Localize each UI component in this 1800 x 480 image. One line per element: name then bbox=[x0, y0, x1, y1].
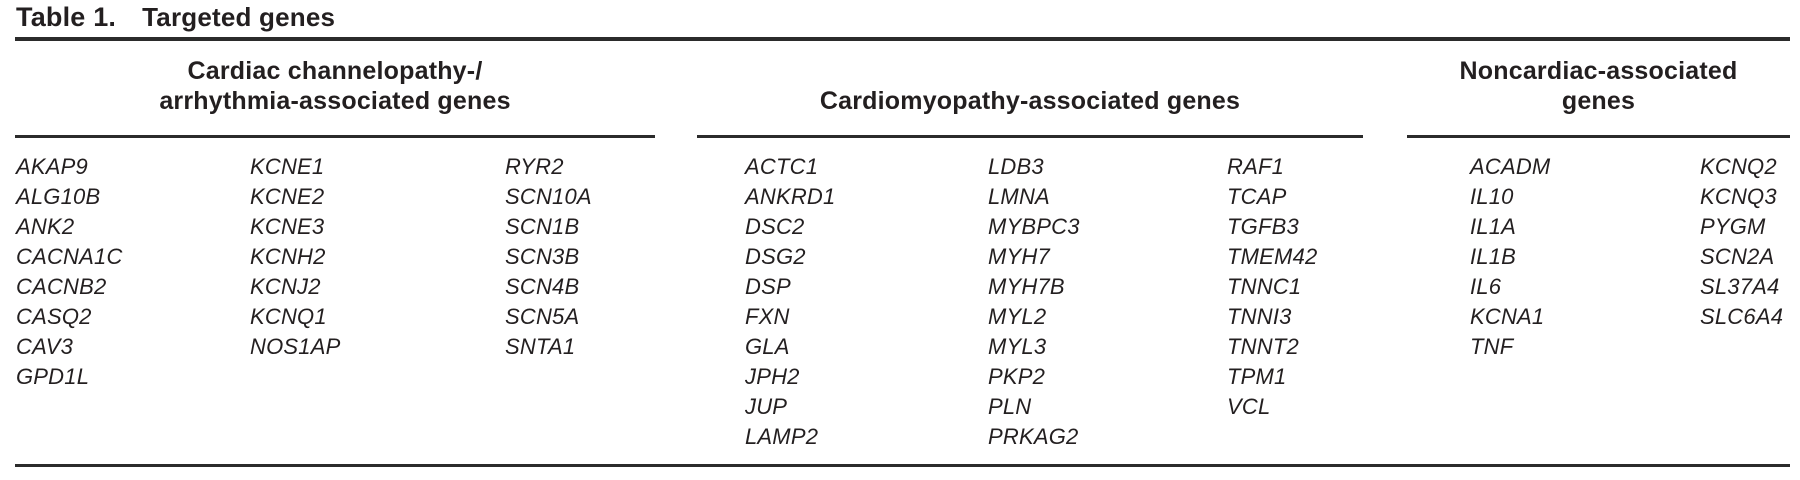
gene-item: SCN10A bbox=[505, 184, 592, 209]
gene-item: AKAP9 bbox=[16, 154, 88, 179]
gene-item: NOS1AP bbox=[250, 334, 341, 359]
table-title: Targeted genes bbox=[142, 2, 336, 32]
gene-item: IL10 bbox=[1470, 184, 1514, 209]
gene-item: TCAP bbox=[1227, 184, 1287, 209]
gene-column: KCNE1 KCNE2 KCNE3 KCNH2 KCNJ2 KCNQ1 NOS1AP bbox=[250, 152, 340, 362]
group-rule bbox=[15, 135, 655, 138]
gene-item: VCL bbox=[1227, 394, 1271, 419]
gene-item: SLC6A4 bbox=[1700, 304, 1784, 329]
group-header-cardiac-channelopathy: Cardiac channelopathy-/ arrhythmia-assoc… bbox=[15, 46, 655, 132]
gene-item: ANKRD1 bbox=[745, 184, 836, 209]
group-cardiac-channelopathy: Cardiac channelopathy-/ arrhythmia-assoc… bbox=[15, 0, 655, 480]
gene-item: PLN bbox=[988, 394, 1032, 419]
gene-item: KCNE3 bbox=[250, 214, 325, 239]
gene-item: TMEM42 bbox=[1227, 244, 1318, 269]
gene-column: RAF1 TCAP TGFB3 TMEM42 TNNC1 TNNI3 TNNT2 TPM1 VC… bbox=[1227, 152, 1317, 422]
gene-item: IL6 bbox=[1470, 274, 1502, 299]
gene-item: ANK2 bbox=[16, 214, 75, 239]
gene-item: PKP2 bbox=[988, 364, 1046, 389]
gene-item: KCNJ2 bbox=[250, 274, 321, 299]
gene-item: KCNE1 bbox=[250, 154, 325, 179]
group-header-cardiomyopathy: Cardiomyopathy-associated genes bbox=[697, 46, 1363, 132]
gene-item: KCNH2 bbox=[250, 244, 326, 269]
table-number-label: Table 1. bbox=[16, 2, 117, 32]
gene-item: MYL3 bbox=[988, 334, 1047, 359]
group-header-noncardiac: Noncardiac-associated genes bbox=[1407, 46, 1790, 132]
gene-item: TNNC1 bbox=[1227, 274, 1302, 299]
gene-item: SCN2A bbox=[1700, 244, 1775, 269]
group-header-line: arrhythmia-associated genes bbox=[159, 87, 511, 115]
gene-item: SCN5A bbox=[505, 304, 580, 329]
group-header-line: Cardiomyopathy-associated genes bbox=[819, 87, 1241, 115]
gene-item: TGFB3 bbox=[1227, 214, 1299, 239]
gene-item: FXN bbox=[745, 304, 790, 329]
gene-item: SCN1B bbox=[505, 214, 580, 239]
gene-item: IL1A bbox=[1470, 214, 1517, 239]
gene-item: GLA bbox=[745, 334, 790, 359]
gene-item: CACNB2 bbox=[16, 274, 107, 299]
gene-column: ACTC1 ANKRD1 DSC2 DSG2 DSP FXN GLA JPH2 JUP LAMP2 bbox=[745, 152, 835, 452]
gene-item: ACTC1 bbox=[745, 154, 819, 179]
group-header-line: genes bbox=[1561, 87, 1636, 115]
gene-item: TPM1 bbox=[1227, 364, 1287, 389]
gene-item: SL37A4 bbox=[1700, 274, 1780, 299]
gene-item: GPD1L bbox=[16, 364, 90, 389]
gene-item: KCNA1 bbox=[1470, 304, 1545, 329]
gene-item: DSC2 bbox=[745, 214, 805, 239]
group-header-line: Cardiac channelopathy-/ bbox=[187, 57, 483, 85]
gene-item: MYH7 bbox=[988, 244, 1050, 269]
gene-item: TNF bbox=[1470, 334, 1514, 359]
gene-item: PRKAG2 bbox=[988, 424, 1079, 449]
gene-item: DSP bbox=[745, 274, 791, 299]
gene-item: KCNQ1 bbox=[250, 304, 327, 329]
gene-item: MYBPC3 bbox=[988, 214, 1080, 239]
gene-item: CASQ2 bbox=[16, 304, 92, 329]
gene-item: RYR2 bbox=[505, 154, 564, 179]
gene-item: LAMP2 bbox=[745, 424, 819, 449]
gene-item: MYL2 bbox=[988, 304, 1047, 329]
gene-column: ACADM IL10 IL1A IL1B IL6 KCNA1 TNF bbox=[1470, 152, 1550, 362]
gene-column: KCNQ2 KCNQ3 PYGM SCN2A SL37A4 SLC6A4 bbox=[1700, 152, 1783, 332]
gene-item: CAV3 bbox=[16, 334, 74, 359]
gene-item: ALG10B bbox=[16, 184, 101, 209]
gene-item: ACADM bbox=[1470, 154, 1551, 179]
gene-item: SCN4B bbox=[505, 274, 580, 299]
table-title-row: Table 1. Targeted genes bbox=[16, 2, 335, 33]
group-rule bbox=[697, 135, 1363, 138]
gene-item: LMNA bbox=[988, 184, 1050, 209]
gene-item: MYH7B bbox=[988, 274, 1065, 299]
top-rule bbox=[15, 37, 1790, 41]
gene-item: JPH2 bbox=[745, 364, 800, 389]
group-cardiomyopathy: Cardiomyopathy-associated genes ACTC1 ANK… bbox=[697, 0, 1363, 480]
gene-item: KCNQ3 bbox=[1700, 184, 1777, 209]
gene-column: RYR2 SCN10A SCN1B SCN3B SCN4B SCN5A SNTA1 bbox=[505, 152, 592, 362]
group-header-line: Noncardiac-associated bbox=[1459, 57, 1738, 85]
gene-column: AKAP9 ALG10B ANK2 CACNA1C CACNB2 CASQ2 CAV3 GPD… bbox=[16, 152, 123, 392]
gene-item: TNNI3 bbox=[1227, 304, 1292, 329]
group-rule bbox=[1407, 135, 1790, 138]
group-noncardiac: Noncardiac-associated genes ACADM IL10 IL1… bbox=[1407, 0, 1790, 480]
gene-item: KCNQ2 bbox=[1700, 154, 1777, 179]
gene-item: TNNT2 bbox=[1227, 334, 1299, 359]
gene-item: SCN3B bbox=[505, 244, 580, 269]
gene-item: CACNA1C bbox=[16, 244, 123, 269]
gene-item: JUP bbox=[745, 394, 788, 419]
gene-item: DSG2 bbox=[745, 244, 806, 269]
gene-item: LDB3 bbox=[988, 154, 1044, 179]
gene-item: IL1B bbox=[1470, 244, 1517, 269]
gene-item: RAF1 bbox=[1227, 154, 1285, 179]
bottom-rule bbox=[15, 464, 1790, 467]
gene-item: SNTA1 bbox=[505, 334, 576, 359]
gene-item: KCNE2 bbox=[250, 184, 325, 209]
gene-column: LDB3 LMNA MYBPC3 MYH7 MYH7B MYL2 MYL3 PKP2 PLN PR… bbox=[988, 152, 1080, 452]
gene-item: PYGM bbox=[1700, 214, 1766, 239]
